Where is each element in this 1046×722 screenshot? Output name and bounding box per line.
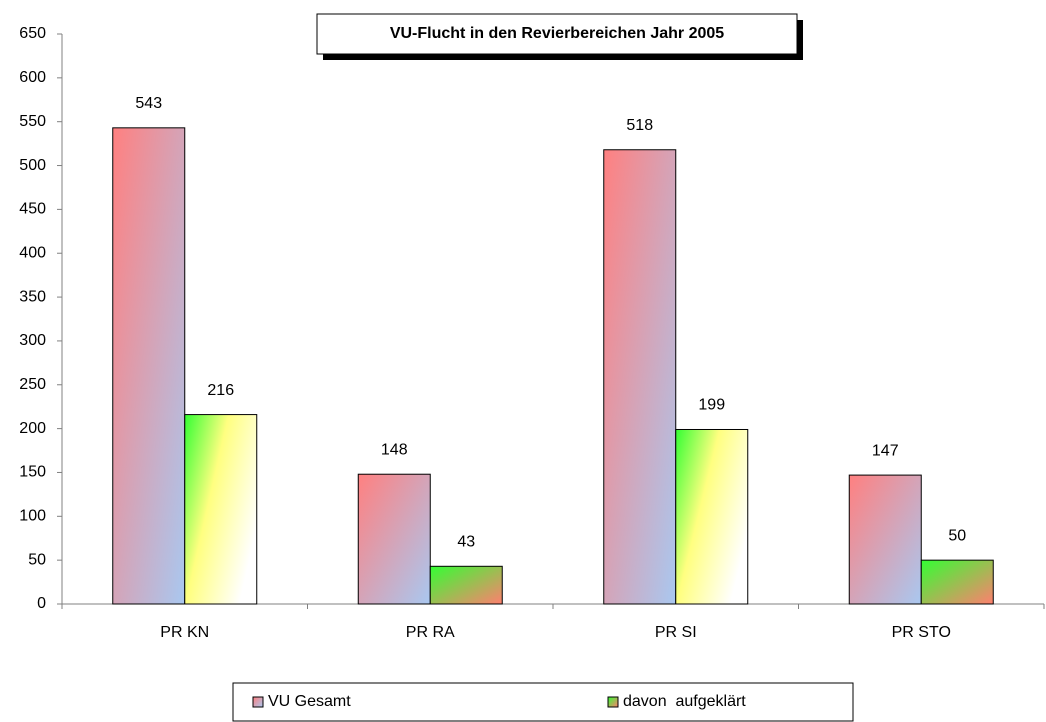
value-label: 199 xyxy=(698,397,725,414)
y-tick-label: 400 xyxy=(19,244,46,261)
chart-title: VU-Flucht in den Revierbereichen Jahr 20… xyxy=(390,25,724,42)
y-tick-label: 300 xyxy=(19,332,46,349)
y-tick-label: 450 xyxy=(19,201,46,218)
bar xyxy=(357,473,431,605)
legend-marker xyxy=(252,696,264,708)
y-tick-label: 0 xyxy=(37,595,46,612)
y-tick-label: 50 xyxy=(28,551,46,568)
value-label: 518 xyxy=(626,117,653,134)
y-tick-label: 600 xyxy=(19,69,46,86)
bar xyxy=(112,127,186,605)
y-tick-label: 100 xyxy=(19,508,46,525)
y-tick-label: 550 xyxy=(19,113,46,130)
y-tick-label: 150 xyxy=(19,464,46,481)
bar xyxy=(920,559,994,605)
value-label: 543 xyxy=(135,95,162,112)
value-label: 148 xyxy=(381,441,408,458)
y-tick-label: 250 xyxy=(19,376,46,393)
y-tick-label: 500 xyxy=(19,157,46,174)
bar xyxy=(603,149,677,605)
y-tick-label: 350 xyxy=(19,288,46,305)
x-tick-label: PR KN xyxy=(160,624,209,641)
legend-label: davon aufgeklärt xyxy=(623,693,746,710)
legend-marker xyxy=(607,696,619,708)
legend-label: VU Gesamt xyxy=(268,693,351,710)
title-box xyxy=(316,13,798,55)
x-tick-label: PR RA xyxy=(406,624,455,641)
y-tick-label: 650 xyxy=(19,25,46,42)
value-label: 147 xyxy=(872,442,899,459)
y-tick-label: 200 xyxy=(19,420,46,437)
bar xyxy=(848,474,922,605)
bar xyxy=(675,428,749,605)
value-label: 216 xyxy=(207,382,234,399)
x-tick-label: PR SI xyxy=(655,624,697,641)
legend-box xyxy=(232,682,854,722)
bar xyxy=(184,414,258,605)
value-label: 43 xyxy=(457,534,475,551)
bar xyxy=(429,565,503,605)
value-label: 50 xyxy=(948,527,966,544)
x-tick-label: PR STO xyxy=(892,624,951,641)
